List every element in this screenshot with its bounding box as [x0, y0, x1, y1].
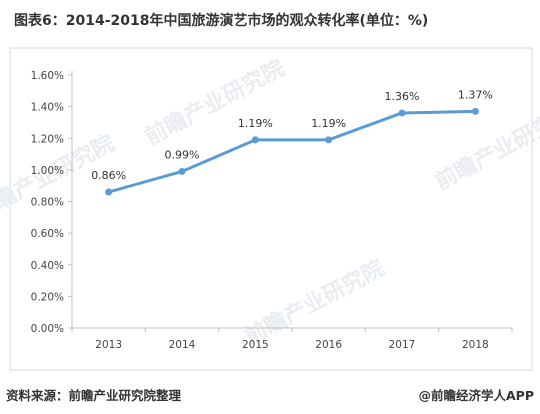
x-tick-label: 2013	[95, 339, 122, 351]
data-point	[178, 167, 186, 175]
y-tick-label: 0.80%	[31, 197, 64, 209]
watermark-text: 前瞻产业研究院	[241, 255, 389, 350]
data-point	[251, 136, 259, 144]
data-point	[105, 188, 113, 196]
series-line	[108, 109, 476, 194]
data-label: 0.86%	[91, 169, 126, 182]
y-tick-label: 1.00%	[31, 165, 64, 177]
data-label: 1.19%	[238, 117, 273, 130]
watermark-text: 前瞻产业研究院	[141, 55, 289, 150]
data-label: 1.19%	[311, 117, 346, 130]
y-tick-label: 0.40%	[31, 260, 64, 272]
data-point	[471, 107, 479, 115]
x-tick-label: 2014	[169, 339, 196, 351]
data-point	[325, 136, 333, 144]
y-tick-label: 1.20%	[31, 133, 64, 145]
data-label: 1.37%	[458, 88, 493, 101]
y-tick-label: 0.60%	[31, 228, 64, 240]
x-tick-label: 2016	[315, 339, 342, 351]
x-tick-label: 2015	[242, 339, 269, 351]
data-label: 0.99%	[165, 148, 200, 161]
data-label: 1.36%	[385, 90, 420, 103]
plot-frame	[9, 47, 533, 371]
y-tick-label: 1.60%	[31, 70, 64, 82]
x-tick-label: 2017	[389, 339, 416, 351]
credit-note: @前瞻经济学人APP	[418, 388, 535, 403]
watermark-text: 前瞻产业研究院	[431, 100, 540, 195]
chart-title: 图表6：2014-2018年中国旅游演艺市场的观众转化率(单位：%)	[14, 13, 429, 29]
y-tick-label: 0.00%	[31, 323, 64, 335]
data-point	[398, 109, 406, 117]
source-note: 资料来源：前瞻产业研究院整理	[6, 388, 182, 403]
y-tick-label: 1.40%	[31, 102, 64, 114]
x-tick-label: 2018	[462, 339, 489, 351]
y-tick-label: 0.20%	[31, 291, 64, 303]
